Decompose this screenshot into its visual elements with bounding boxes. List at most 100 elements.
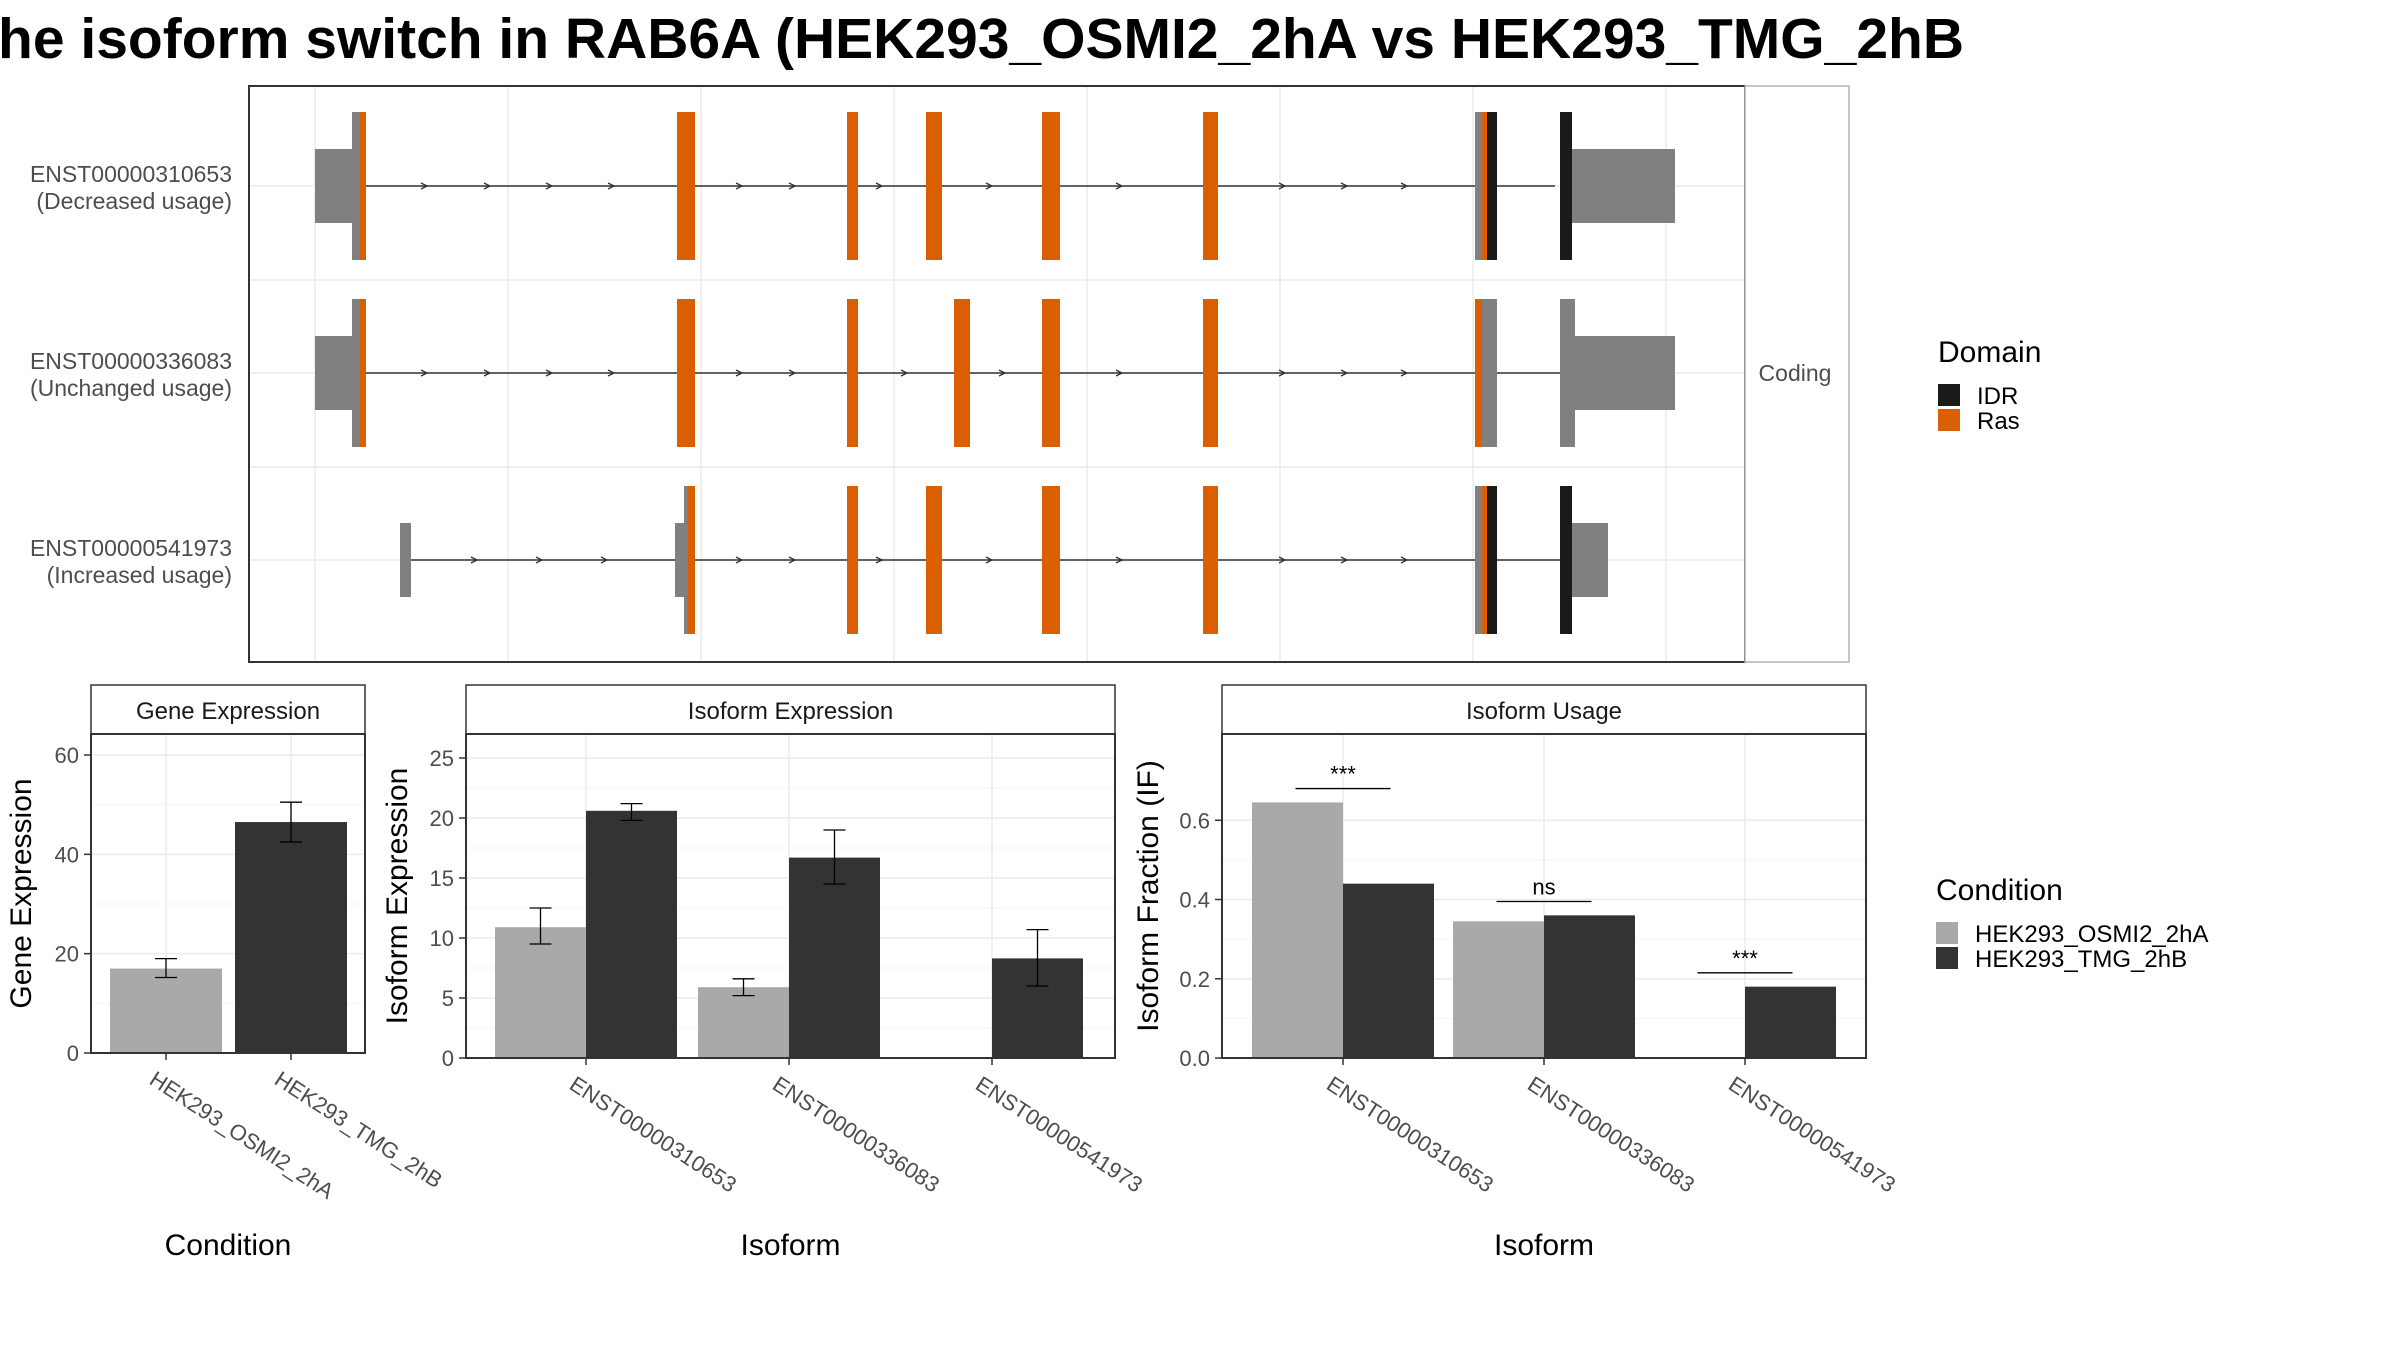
exon-noncoding xyxy=(315,336,352,410)
tick-label-y: 10 xyxy=(430,926,454,951)
intron-direction-arrow xyxy=(985,182,994,190)
exon-noncoding xyxy=(1482,299,1497,447)
exon-ras-domain xyxy=(847,299,858,447)
exon-noncoding xyxy=(1475,112,1482,260)
intron-direction-arrow xyxy=(788,369,797,377)
legend-label-ras: Ras xyxy=(1977,408,2020,435)
bar xyxy=(1252,802,1343,1058)
exon-ras-domain xyxy=(1203,112,1218,260)
exon-ras-domain xyxy=(360,112,366,260)
panel-strip xyxy=(90,684,366,735)
intron-direction-arrow xyxy=(875,182,884,190)
tick-label-y: 0.0 xyxy=(1179,1046,1210,1071)
intron-direction-arrow xyxy=(1340,369,1349,377)
exon-noncoding xyxy=(675,523,684,597)
exon-noncoding xyxy=(352,112,360,260)
intron-direction-arrow xyxy=(1278,369,1287,377)
isoform-usage-panel: Isoform Usage 0.0 0.2 0.4 0.6 ENST00000310653… xyxy=(1132,684,1900,1262)
intron-direction-arrow xyxy=(788,182,797,190)
legend-key-cond-b xyxy=(1936,947,1958,969)
tick-label-x: ENST00000541973 xyxy=(971,1071,1147,1197)
bar xyxy=(495,927,586,1058)
y-axis-title: Gene Expression xyxy=(5,778,38,1008)
transcript-usage-label: (Increased usage) xyxy=(47,562,232,588)
tick-label-x: ENST00000336083 xyxy=(1523,1071,1699,1197)
intron-direction-arrow xyxy=(1400,182,1409,190)
x-axis-title: Isoform xyxy=(1494,1229,1594,1262)
bar xyxy=(586,810,677,1058)
exon-ras-domain xyxy=(1042,299,1060,447)
y-axis-title: Isoform Fraction (IF) xyxy=(1132,760,1165,1032)
exon-noncoding xyxy=(1572,149,1675,223)
exon-ras-domain xyxy=(1042,486,1060,634)
intron-direction-arrow xyxy=(1400,369,1409,377)
intron-direction-arrow xyxy=(545,182,554,190)
tick-label-y: 25 xyxy=(430,746,454,771)
exon-ras-domain xyxy=(847,486,858,634)
intron-direction-arrow xyxy=(735,369,744,377)
legend-label-cond-a: HEK293_OSMI2_2hA xyxy=(1975,921,2208,948)
intron-direction-arrow xyxy=(535,556,544,564)
exon-noncoding xyxy=(684,486,688,634)
exon-idr-domain xyxy=(1560,486,1572,634)
bar xyxy=(110,968,222,1053)
exon-ras-domain xyxy=(1042,112,1060,260)
significance-label: ns xyxy=(1532,874,1555,899)
tick-label-y: 20 xyxy=(55,942,79,967)
panel-border xyxy=(465,733,1116,1059)
exon-ras-domain xyxy=(677,112,695,260)
tick-label-x: ENST00000336083 xyxy=(768,1071,944,1197)
transcript-id-label: ENST00000336083 xyxy=(30,348,232,374)
figure-title: he isoform switch in RAB6A (HEK293_OSMI2… xyxy=(0,7,1964,71)
exon-ras-domain xyxy=(1482,112,1487,260)
panel-strip-title: Isoform Expression xyxy=(688,698,893,725)
intron-direction-arrow xyxy=(1278,182,1287,190)
intron-direction-arrow xyxy=(483,182,492,190)
significance-label: *** xyxy=(1330,762,1356,787)
bar xyxy=(1343,883,1434,1058)
intron-direction-arrow xyxy=(1400,556,1409,564)
tick-label-x: ENST00000541973 xyxy=(1724,1071,1900,1197)
exon-ras-domain xyxy=(688,486,695,634)
intron-direction-arrow xyxy=(735,182,744,190)
tick-label-x: ENST00000310653 xyxy=(565,1071,741,1197)
bar xyxy=(789,857,880,1058)
exon-noncoding xyxy=(352,299,360,447)
facet-label-coding: Coding xyxy=(1759,360,1832,386)
tick-label-y: 60 xyxy=(55,743,79,768)
legend-label-cond-b: HEK293_TMG_2hB xyxy=(1975,946,2187,973)
tick-label-y: 0 xyxy=(67,1041,79,1066)
transcript-id-label: ENST00000310653 xyxy=(30,161,232,187)
exon-noncoding xyxy=(1475,486,1482,634)
facet-strip xyxy=(1744,85,1850,663)
tick-label-y: 40 xyxy=(55,842,79,867)
exon-ras-domain xyxy=(1475,299,1482,447)
intron-direction-arrow xyxy=(985,556,994,564)
isoform-expression-panel: Isoform Expression 0 5 10 15 20 25 ENST00000310… xyxy=(381,684,1147,1262)
x-axis-title: Isoform xyxy=(740,1229,840,1262)
exon-ras-domain xyxy=(926,486,942,634)
intron-direction-arrow xyxy=(1278,556,1287,564)
intron-direction-arrow xyxy=(1340,556,1349,564)
panel-border xyxy=(1221,733,1867,1059)
exon-ras-domain xyxy=(926,112,942,260)
panel-border xyxy=(90,733,366,1054)
panel-strip-title: Gene Expression xyxy=(136,698,320,725)
exon-ras-domain xyxy=(1203,299,1218,447)
tick-label-y: 0.6 xyxy=(1179,808,1210,833)
exon-ras-domain xyxy=(677,299,695,447)
exon-noncoding xyxy=(1572,523,1608,597)
bar xyxy=(698,987,789,1058)
intron-direction-arrow xyxy=(420,369,429,377)
transcript-ENST00000541973 xyxy=(400,486,1608,634)
bar xyxy=(1453,921,1544,1058)
legend-key-ras xyxy=(1938,409,1960,431)
tick-label-y: 15 xyxy=(430,866,454,891)
bar xyxy=(235,822,347,1053)
panel-strip xyxy=(465,684,1116,735)
intron-direction-arrow xyxy=(483,369,492,377)
intron-direction-arrow xyxy=(735,556,744,564)
intron-direction-arrow xyxy=(1340,182,1349,190)
